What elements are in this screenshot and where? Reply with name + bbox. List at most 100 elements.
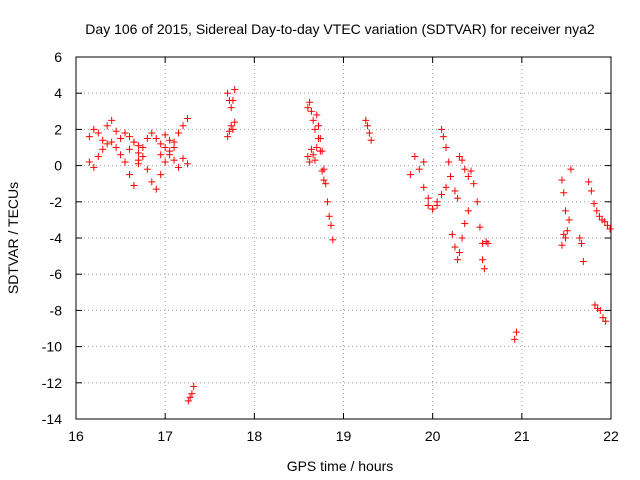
data-point <box>482 238 490 246</box>
y-axis-label: SDTVAR / TECUs <box>5 182 21 294</box>
data-point <box>325 212 333 220</box>
data-point <box>454 194 462 202</box>
y-tick-label: -6 <box>50 266 63 282</box>
data-point <box>560 230 568 238</box>
data-point <box>117 151 125 159</box>
data-point <box>112 127 120 135</box>
data-point <box>473 198 481 206</box>
data-point <box>479 256 487 264</box>
data-point <box>152 134 160 142</box>
data-point <box>166 136 174 144</box>
data-point <box>424 201 432 209</box>
data-point <box>476 223 484 231</box>
data-point <box>161 131 169 139</box>
data-point <box>161 144 169 151</box>
data-point <box>603 221 611 229</box>
x-tick-label: 20 <box>425 428 441 444</box>
data-point <box>445 158 453 166</box>
data-point <box>229 96 237 104</box>
data-point <box>183 115 191 123</box>
data-point <box>420 158 428 166</box>
data-point <box>576 234 584 242</box>
data-point <box>565 216 573 224</box>
data-point <box>447 172 454 180</box>
data-point <box>157 140 165 148</box>
data-point <box>99 136 107 144</box>
data-point <box>591 301 599 309</box>
data-point <box>231 86 239 94</box>
data-point <box>152 185 160 193</box>
data-point <box>320 165 328 173</box>
data-point <box>112 144 120 151</box>
data-point <box>593 207 601 215</box>
data-point <box>227 104 235 112</box>
data-point <box>231 118 239 126</box>
data-point <box>315 122 323 130</box>
y-tick-label: -4 <box>50 230 63 246</box>
data-point <box>458 156 466 164</box>
x-axis-tick-labels: 16 17 18 19 20 21 22 <box>68 428 619 444</box>
data-point <box>190 382 198 390</box>
data-point <box>126 171 133 179</box>
data-point <box>108 116 116 124</box>
data-point <box>134 149 142 157</box>
data-point <box>439 133 447 141</box>
data-point <box>311 125 319 133</box>
data-point <box>307 107 315 115</box>
data-point <box>108 138 116 146</box>
data-point <box>455 153 463 161</box>
data-point <box>313 144 321 151</box>
data-point <box>480 265 488 273</box>
data-point <box>578 239 586 247</box>
data-point <box>103 122 111 130</box>
data-point <box>590 200 598 208</box>
data-point <box>170 138 178 146</box>
data-point <box>170 156 178 164</box>
data-point <box>166 147 174 155</box>
data-point <box>458 234 466 242</box>
data-point <box>451 243 459 251</box>
data-point <box>567 165 575 173</box>
data-point <box>224 133 232 141</box>
x-tick-label: 17 <box>157 428 173 444</box>
data-point <box>320 176 328 184</box>
data-point <box>562 207 570 215</box>
data-point <box>461 165 469 173</box>
data-point <box>585 178 593 186</box>
grid-lines <box>76 57 611 419</box>
data-point <box>579 258 587 266</box>
data-point <box>367 136 375 144</box>
y-tick-label: -10 <box>42 339 62 355</box>
data-point <box>560 189 568 197</box>
data-points <box>85 86 614 405</box>
data-point <box>511 335 519 343</box>
y-tick-label: -12 <box>42 375 62 391</box>
x-tick-label: 22 <box>603 428 619 444</box>
data-point <box>442 183 450 191</box>
data-point <box>602 317 610 325</box>
y-tick-label: 6 <box>54 49 62 65</box>
data-point <box>438 191 446 199</box>
x-axis-label: GPS time / hours <box>287 458 394 474</box>
data-point <box>148 178 156 186</box>
data-point <box>329 236 337 244</box>
data-point <box>134 160 142 168</box>
data-point <box>188 390 196 398</box>
y-axis-tick-labels: 6 4 2 0 -2 -4 -6 -8 -10 -12 -14 <box>42 49 62 427</box>
data-point <box>179 122 187 130</box>
data-point <box>139 144 147 151</box>
data-point <box>85 133 93 141</box>
data-point <box>90 163 98 171</box>
data-point <box>420 183 428 191</box>
data-point <box>411 153 419 161</box>
data-point <box>175 163 183 171</box>
data-point <box>94 129 102 137</box>
data-point <box>139 153 147 161</box>
data-point <box>327 221 335 229</box>
data-point <box>595 212 603 220</box>
data-point <box>157 171 165 179</box>
data-point <box>313 111 321 119</box>
data-point <box>461 220 469 228</box>
data-point <box>304 104 312 112</box>
